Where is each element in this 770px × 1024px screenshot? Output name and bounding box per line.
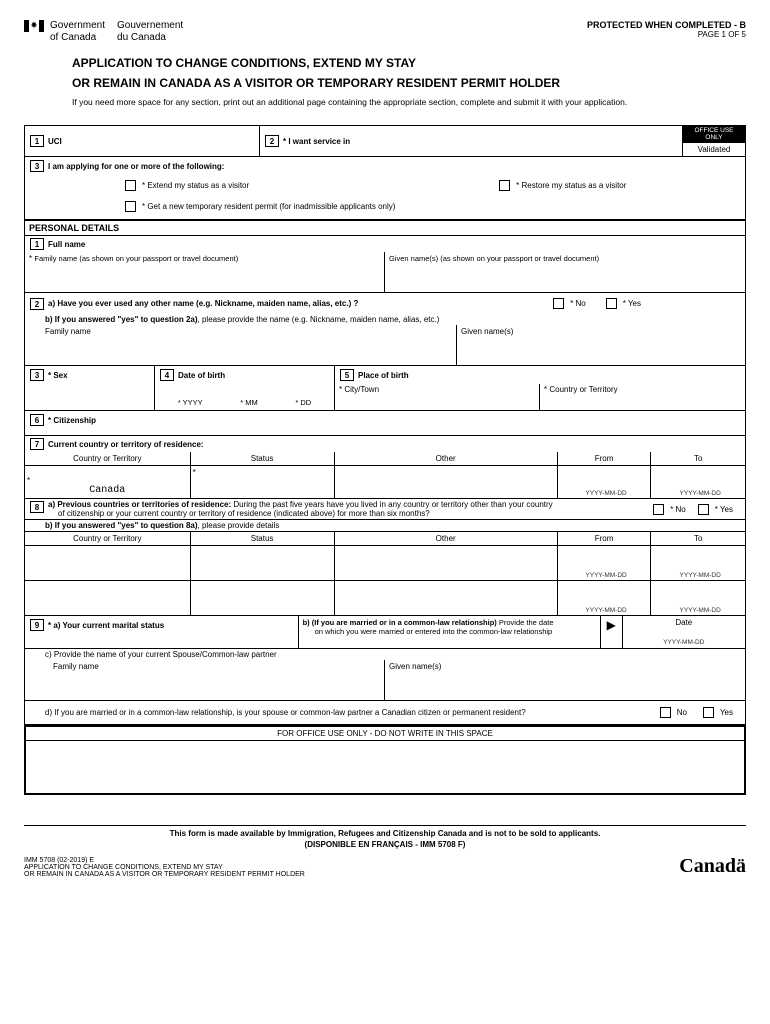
col-status: Status bbox=[191, 452, 335, 466]
other-name-no-checkbox[interactable] bbox=[553, 298, 564, 309]
p8-number: 8 bbox=[30, 501, 44, 513]
page-number: PAGE 1 OF 5 bbox=[587, 30, 746, 39]
p9b-text1: Provide the date bbox=[499, 618, 554, 627]
p3-number: 3 bbox=[30, 369, 44, 381]
family-name-label: Family name (as shown on your passport o… bbox=[34, 254, 238, 263]
given-name-label: Given name(s) (as shown on your passport… bbox=[389, 254, 599, 263]
uci-label: UCI bbox=[48, 137, 62, 146]
service-label: * I want service in bbox=[283, 137, 350, 146]
footer-sub2: OR REMAIN IN CANADA AS A VISITOR OR TEMP… bbox=[24, 871, 305, 878]
gov-fr-line1: Gouvernement bbox=[117, 20, 183, 32]
p9c-label: c) Provide the name of your current Spou… bbox=[25, 649, 745, 660]
col-from: From bbox=[558, 452, 652, 466]
footer-sub1: APPLICATION TO CHANGE CONDITIONS, EXTEND… bbox=[24, 864, 305, 871]
col-other: Other bbox=[335, 452, 558, 466]
mm-label: * MM bbox=[240, 398, 258, 407]
current-country-label: Current country or territory of residenc… bbox=[48, 440, 204, 449]
canada-wordmark: Canadä bbox=[679, 855, 746, 878]
p9d-yes-label: Yes bbox=[720, 708, 733, 717]
p7-number: 7 bbox=[30, 438, 44, 450]
p2-number: 2 bbox=[30, 298, 44, 310]
extend-status-label: * Extend my status as a visitor bbox=[142, 181, 249, 190]
canada-flag-icon bbox=[24, 20, 44, 32]
gov-en-line2: of Canada bbox=[50, 32, 105, 44]
government-logo-block: Government of Canada Gouvernement du Can… bbox=[24, 20, 183, 44]
p6-number: 6 bbox=[30, 414, 44, 426]
p2b-label: , please provide the name (e.g. Nickname… bbox=[198, 315, 440, 324]
full-name-label: Full name bbox=[48, 240, 85, 249]
p4-number: 4 bbox=[160, 369, 174, 381]
p8a-text2: of citizenship or your current country o… bbox=[48, 509, 430, 518]
p8a-text1: During the past five years have you live… bbox=[233, 500, 552, 509]
p2-given-label: Given name(s) bbox=[457, 325, 745, 365]
pob-label: Place of birth bbox=[358, 371, 409, 380]
play-icon: ▶ bbox=[601, 616, 623, 648]
yyyy-label: * YYYY bbox=[178, 398, 203, 407]
form-title-line1: APPLICATION TO CHANGE CONDITIONS, EXTEND… bbox=[72, 56, 746, 72]
p8a-bold: a) Previous countries or territories of … bbox=[48, 500, 233, 509]
applying-for-label: I am applying for one or more of the fol… bbox=[48, 162, 224, 171]
to-hint: YYYY-MM-DD bbox=[653, 490, 747, 497]
field-1-number: 1 bbox=[30, 135, 44, 147]
form-title-line2: OR REMAIN IN CANADA AS A VISITOR OR TEMP… bbox=[72, 76, 746, 92]
p5-number: 5 bbox=[340, 369, 354, 381]
p8-yes-label: * Yes bbox=[715, 505, 733, 514]
date-label: Date bbox=[627, 618, 741, 627]
footer-french: (DISPONIBLE EN FRANÇAIS - IMM 5708 F) bbox=[24, 838, 746, 851]
p8-yes-checkbox[interactable] bbox=[698, 504, 709, 515]
p8-no-label: * No bbox=[670, 505, 686, 514]
other-name-no-label: * No bbox=[570, 299, 586, 308]
from-hint: YYYY-MM-DD bbox=[560, 490, 653, 497]
p9d-no-label: No bbox=[677, 708, 687, 717]
sex-label: * Sex bbox=[48, 371, 68, 380]
restore-status-label: * Restore my status as a visitor bbox=[516, 181, 626, 190]
office-use-header: OFFICE USE ONLY bbox=[683, 126, 745, 142]
form-subtitle: If you need more space for any section, … bbox=[72, 97, 746, 107]
personal-details-header: PERSONAL DETAILS bbox=[25, 220, 745, 236]
office-use-only-label: FOR OFFICE USE ONLY - DO NOT WRITE IN TH… bbox=[26, 727, 744, 741]
citizenship-label: * Citizenship bbox=[48, 416, 96, 425]
gov-fr-line2: du Canada bbox=[117, 32, 183, 44]
p9-family: Family name bbox=[25, 660, 385, 700]
new-permit-checkbox[interactable] bbox=[125, 201, 136, 212]
other-name-question: a) Have you ever used any other name (e.… bbox=[48, 299, 553, 308]
p8-no-checkbox[interactable] bbox=[653, 504, 664, 515]
dob-label: Date of birth bbox=[178, 371, 225, 380]
marital-label: * a) Your current marital status bbox=[48, 621, 164, 630]
p9d-yes-checkbox[interactable] bbox=[703, 707, 714, 718]
extend-status-checkbox[interactable] bbox=[125, 180, 136, 191]
office-use-section: FOR OFFICE USE ONLY - DO NOT WRITE IN TH… bbox=[24, 725, 746, 795]
col-to: To bbox=[651, 452, 745, 466]
p9b-bold: b) (If you are married or in a common-la… bbox=[303, 618, 499, 627]
other-name-yes-checkbox[interactable] bbox=[606, 298, 617, 309]
other-name-yes-label: * Yes bbox=[623, 299, 641, 308]
country-value[interactable]: Canada bbox=[27, 485, 188, 496]
new-permit-label: * Get a new temporary resident permit (f… bbox=[142, 202, 395, 211]
protected-label: PROTECTED WHEN COMPLETED - B bbox=[587, 20, 746, 30]
p9-number: 9 bbox=[30, 619, 44, 631]
form-container: 1 UCI 2 * I want service in OFFICE USE O… bbox=[24, 125, 746, 725]
gov-en-line1: Government bbox=[50, 20, 105, 32]
p2-family-label: Family name bbox=[25, 325, 457, 365]
p9d-label: d) If you are married or in a common-law… bbox=[45, 708, 660, 717]
p9-given: Given name(s) bbox=[385, 660, 745, 700]
footer-disclaimer: This form is made available by Immigrati… bbox=[24, 825, 746, 838]
p8b-label: , please provide details bbox=[198, 521, 280, 530]
country-label: * Country or Territory bbox=[540, 384, 745, 410]
page-footer: This form is made available by Immigrati… bbox=[24, 825, 746, 878]
field-3-number: 3 bbox=[30, 160, 44, 172]
p9b-text2: on which you were married or entered int… bbox=[303, 627, 553, 636]
dd-label: * DD bbox=[295, 398, 311, 407]
restore-status-checkbox[interactable] bbox=[499, 180, 510, 191]
validated-label: Validated bbox=[683, 142, 745, 156]
city-label: * City/Town bbox=[335, 384, 540, 410]
col-country: Country or Territory bbox=[25, 452, 191, 466]
p1-number: 1 bbox=[30, 238, 44, 250]
p9d-no-checkbox[interactable] bbox=[660, 707, 671, 718]
form-id: IMM 5708 (02-2019) E bbox=[24, 857, 305, 864]
page-header: Government of Canada Gouvernement du Can… bbox=[24, 20, 746, 44]
field-2-number: 2 bbox=[265, 135, 279, 147]
